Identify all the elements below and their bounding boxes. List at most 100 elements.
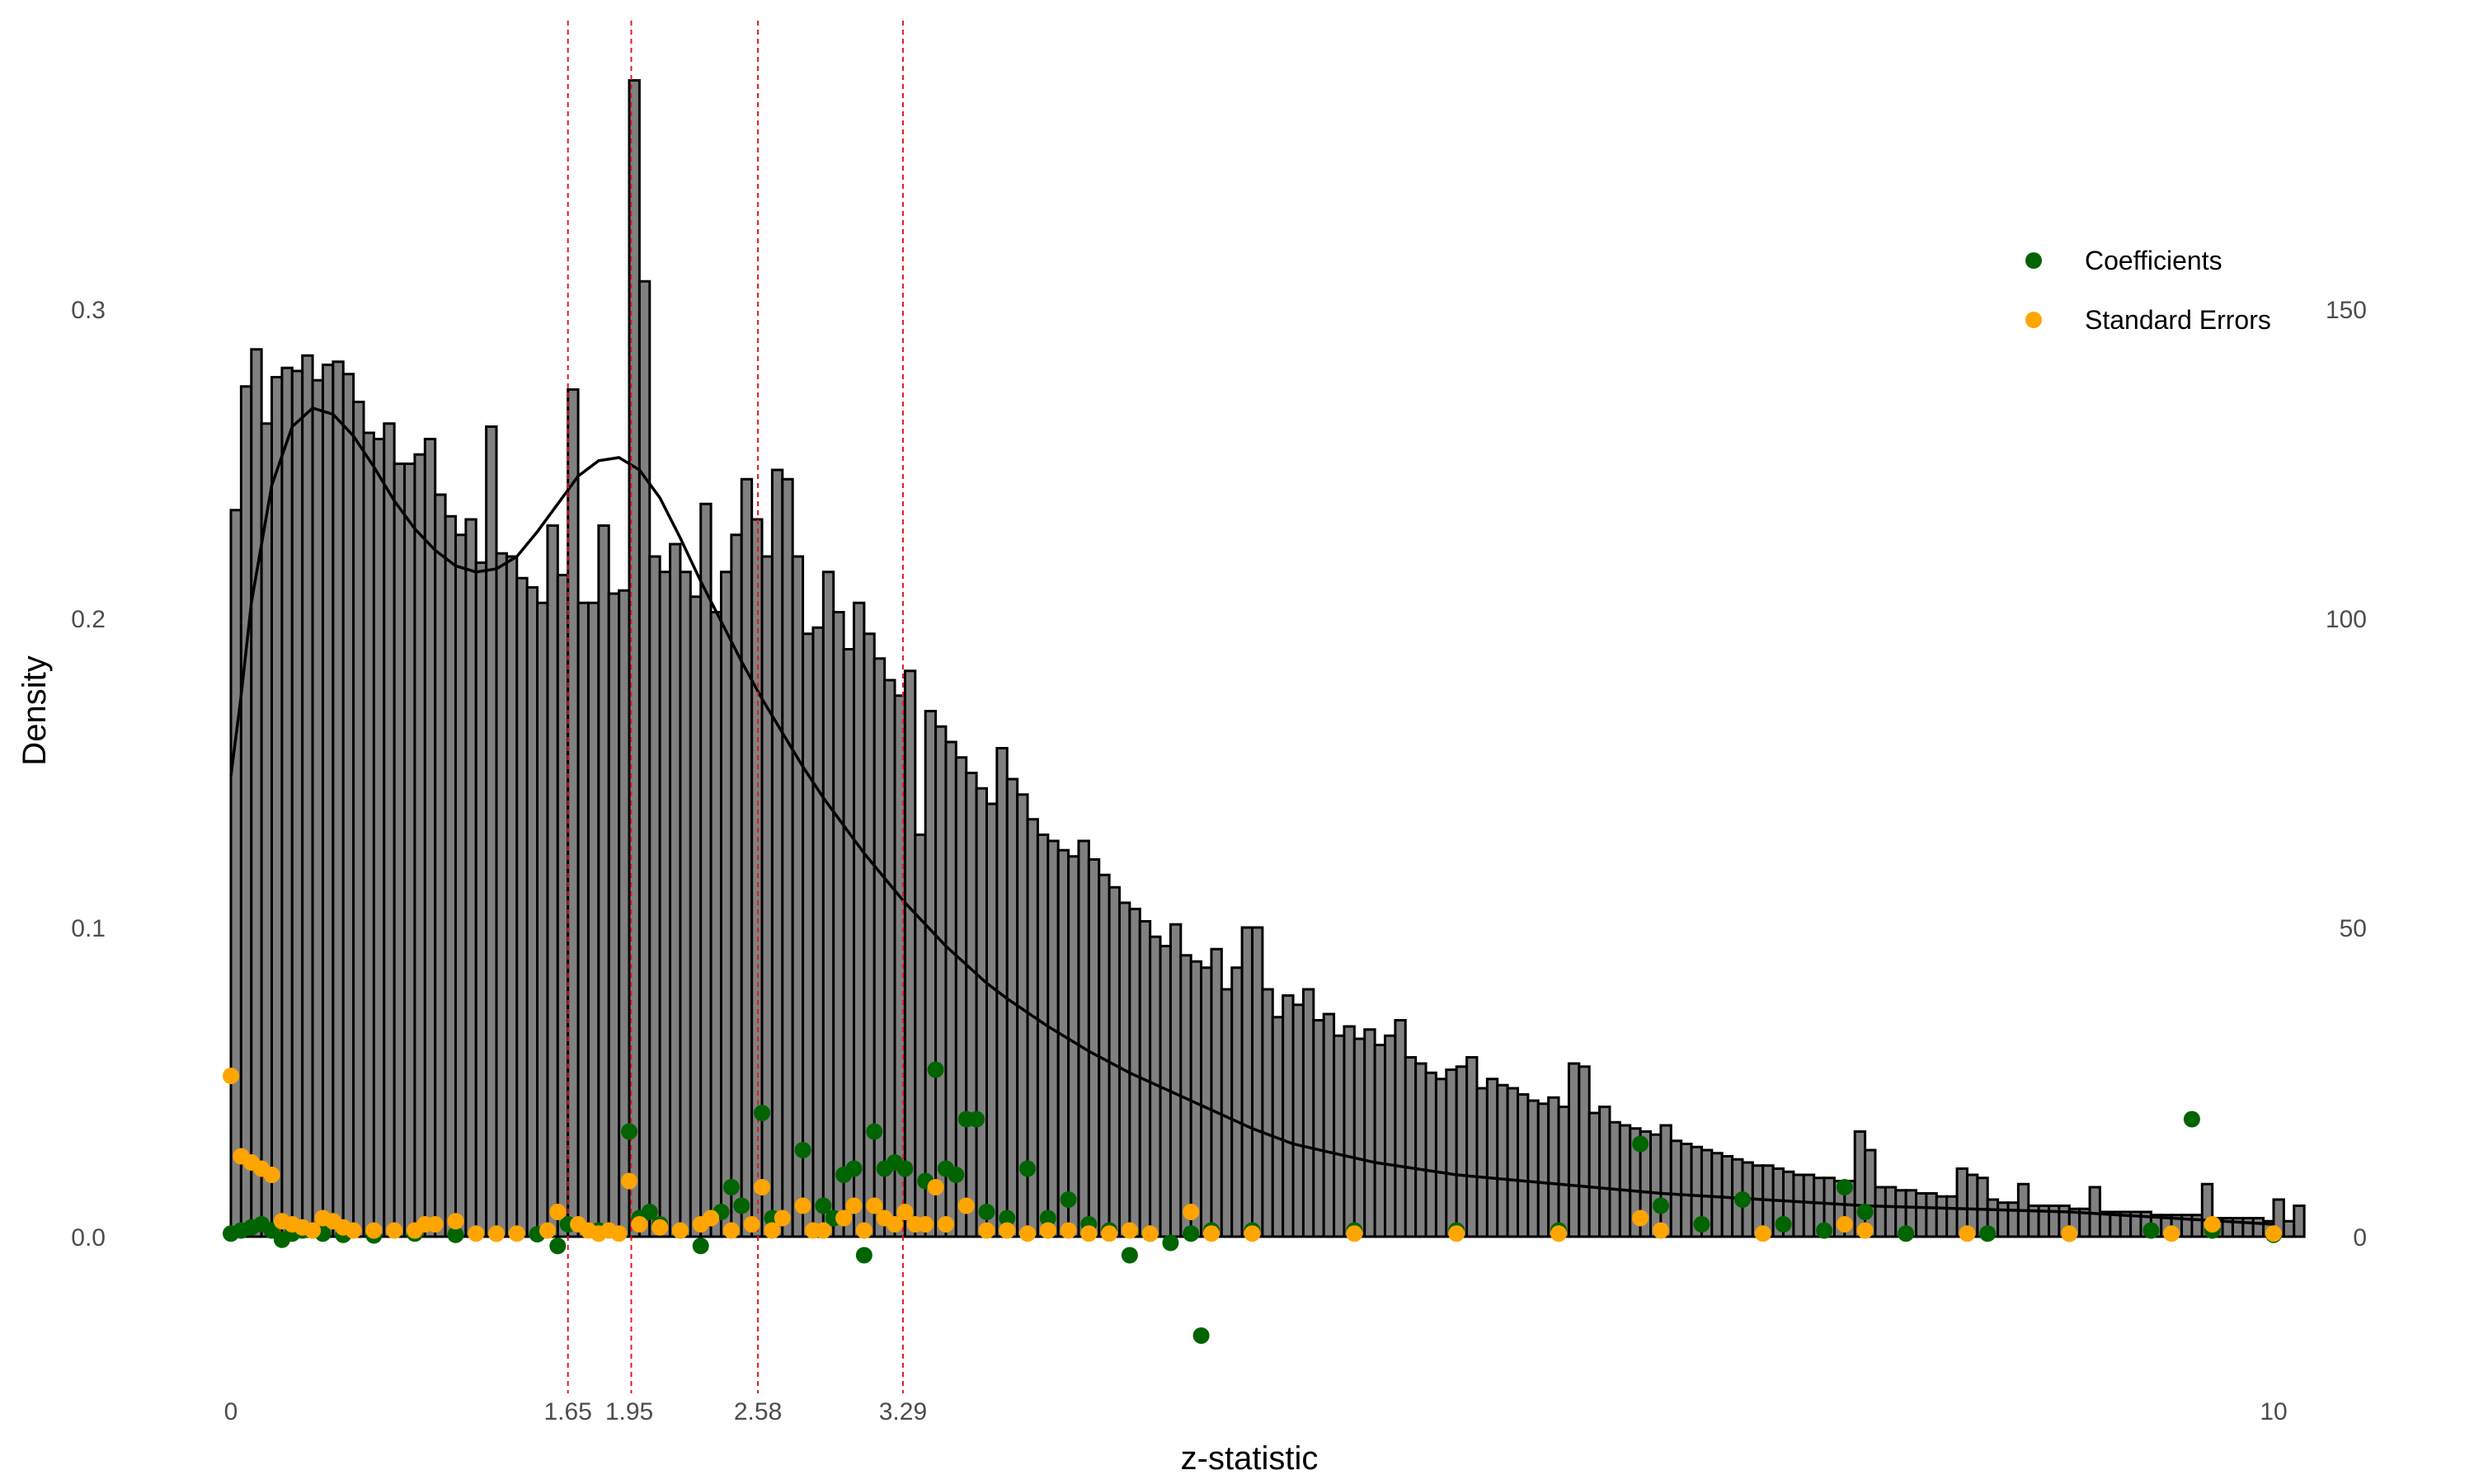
x-tick-label: 10 xyxy=(2260,1398,2287,1425)
standard-errors-point xyxy=(508,1225,525,1242)
coefficients-point xyxy=(621,1123,638,1140)
standard-errors-point xyxy=(386,1222,403,1239)
y-left-tick-label: 0.3 xyxy=(71,297,106,324)
standard-errors-point xyxy=(1060,1222,1077,1239)
standard-errors-point xyxy=(835,1209,853,1227)
histogram-bar xyxy=(679,571,692,1238)
x-axis-ticks: 0 1.65 1.95 2.58 3.29 10 xyxy=(224,1398,2288,1425)
histogram-bar xyxy=(1669,1139,1683,1238)
histogram-bars xyxy=(229,79,2306,1238)
standard-errors-point xyxy=(978,1222,995,1239)
standard-errors-point xyxy=(223,1068,239,1084)
coefficients-point xyxy=(978,1204,995,1220)
histogram-bar xyxy=(1404,1056,1418,1238)
coefficients-point xyxy=(754,1105,771,1121)
histogram-bar xyxy=(1251,926,1264,1238)
histogram-bar xyxy=(311,378,324,1238)
standard-errors-point xyxy=(365,1222,383,1239)
histogram-bar xyxy=(637,279,651,1238)
histogram-bar xyxy=(1056,848,1070,1238)
histogram-bar xyxy=(250,348,263,1238)
histogram-bar xyxy=(1884,1186,1898,1238)
coefficients-point xyxy=(1979,1225,1997,1242)
histogram-bar xyxy=(1526,1099,1540,1238)
scatter-points xyxy=(223,1061,2282,1344)
x-tick-label: 3.29 xyxy=(879,1398,927,1425)
histogram-bar xyxy=(576,601,590,1238)
histogram-bar xyxy=(464,518,477,1238)
histogram-bar xyxy=(648,555,661,1238)
legend-label: Standard Errors xyxy=(2085,305,2271,335)
histogram-bar xyxy=(842,648,855,1238)
coefficients-point xyxy=(549,1237,567,1255)
histogram-bar xyxy=(1659,1124,1672,1238)
standard-errors-point xyxy=(1550,1225,1568,1242)
histogram-bar xyxy=(321,364,335,1238)
histogram-bar xyxy=(924,710,938,1238)
histogram-bar xyxy=(1925,1192,1938,1238)
histogram-bar xyxy=(1598,1106,1611,1238)
histogram-bar xyxy=(750,518,764,1238)
histogram-bar xyxy=(474,561,488,1238)
y-axis-title: Density xyxy=(16,655,53,765)
standard-errors-point xyxy=(1754,1225,1771,1242)
standard-errors-point xyxy=(764,1222,781,1239)
histogram-bar xyxy=(444,514,457,1238)
histogram-bar xyxy=(341,373,355,1238)
histogram-bar xyxy=(270,376,284,1238)
standard-errors-point xyxy=(1244,1225,1261,1242)
histogram-bar xyxy=(1384,1034,1397,1238)
histogram-bar xyxy=(1261,988,1274,1238)
y-left-tick-label: 0.1 xyxy=(71,915,106,942)
histogram-bar xyxy=(556,574,570,1238)
standard-errors-point xyxy=(2163,1225,2180,1242)
histogram-bar xyxy=(2293,1205,2306,1238)
histogram-bar xyxy=(1210,947,1223,1238)
standard-errors-point xyxy=(1652,1222,1669,1239)
histogram-bar xyxy=(586,601,600,1238)
histogram-bar xyxy=(383,422,396,1238)
x-tick-label: 0 xyxy=(224,1398,238,1425)
coefficients-point xyxy=(845,1160,863,1177)
histogram-bar xyxy=(1536,1102,1550,1238)
histogram-bar xyxy=(1485,1078,1499,1238)
histogram-bar xyxy=(1802,1173,1816,1238)
histogram-bar xyxy=(1077,839,1090,1238)
histogram-bar xyxy=(536,601,549,1238)
histogram-bar xyxy=(618,589,631,1238)
histogram-bar xyxy=(699,502,713,1238)
histogram-bar xyxy=(658,571,672,1238)
histogram-bar xyxy=(413,453,426,1238)
coefficients-point xyxy=(1192,1327,1210,1344)
coefficients-point xyxy=(1039,1209,1056,1227)
histogram-bar xyxy=(1792,1173,1805,1238)
histogram-bar xyxy=(1352,1037,1366,1238)
coefficients-point xyxy=(1733,1191,1751,1208)
histogram-bar xyxy=(1455,1065,1469,1238)
standard-errors-point xyxy=(1448,1225,1465,1242)
coefficients-point xyxy=(1162,1234,1179,1252)
coefficients-point xyxy=(447,1226,464,1243)
histogram-bar xyxy=(1680,1143,1693,1238)
standard-errors-point xyxy=(1183,1204,1200,1220)
coefficients-point xyxy=(1775,1216,1792,1233)
histogram-bar xyxy=(719,571,733,1238)
histogram-bar xyxy=(393,463,407,1238)
standard-errors-point xyxy=(845,1197,863,1214)
histogram-bar xyxy=(454,533,468,1238)
standard-errors-point xyxy=(345,1222,362,1239)
standard-errors-point xyxy=(2061,1225,2078,1242)
standard-errors-point xyxy=(1019,1225,1037,1242)
histogram-bar xyxy=(495,552,508,1238)
histogram-bar xyxy=(1067,855,1080,1238)
histogram-bar xyxy=(730,533,743,1238)
histogram-bar xyxy=(1475,1087,1489,1238)
coefficients-point xyxy=(866,1123,883,1140)
standard-errors-point xyxy=(866,1197,883,1214)
y-right-tick-label: 100 xyxy=(2326,606,2367,633)
histogram-bar xyxy=(1915,1192,1928,1238)
legend-swatch xyxy=(2025,252,2042,269)
coefficients-point xyxy=(641,1204,658,1220)
histogram-bar xyxy=(1496,1083,1509,1238)
histogram-bar xyxy=(863,632,876,1238)
